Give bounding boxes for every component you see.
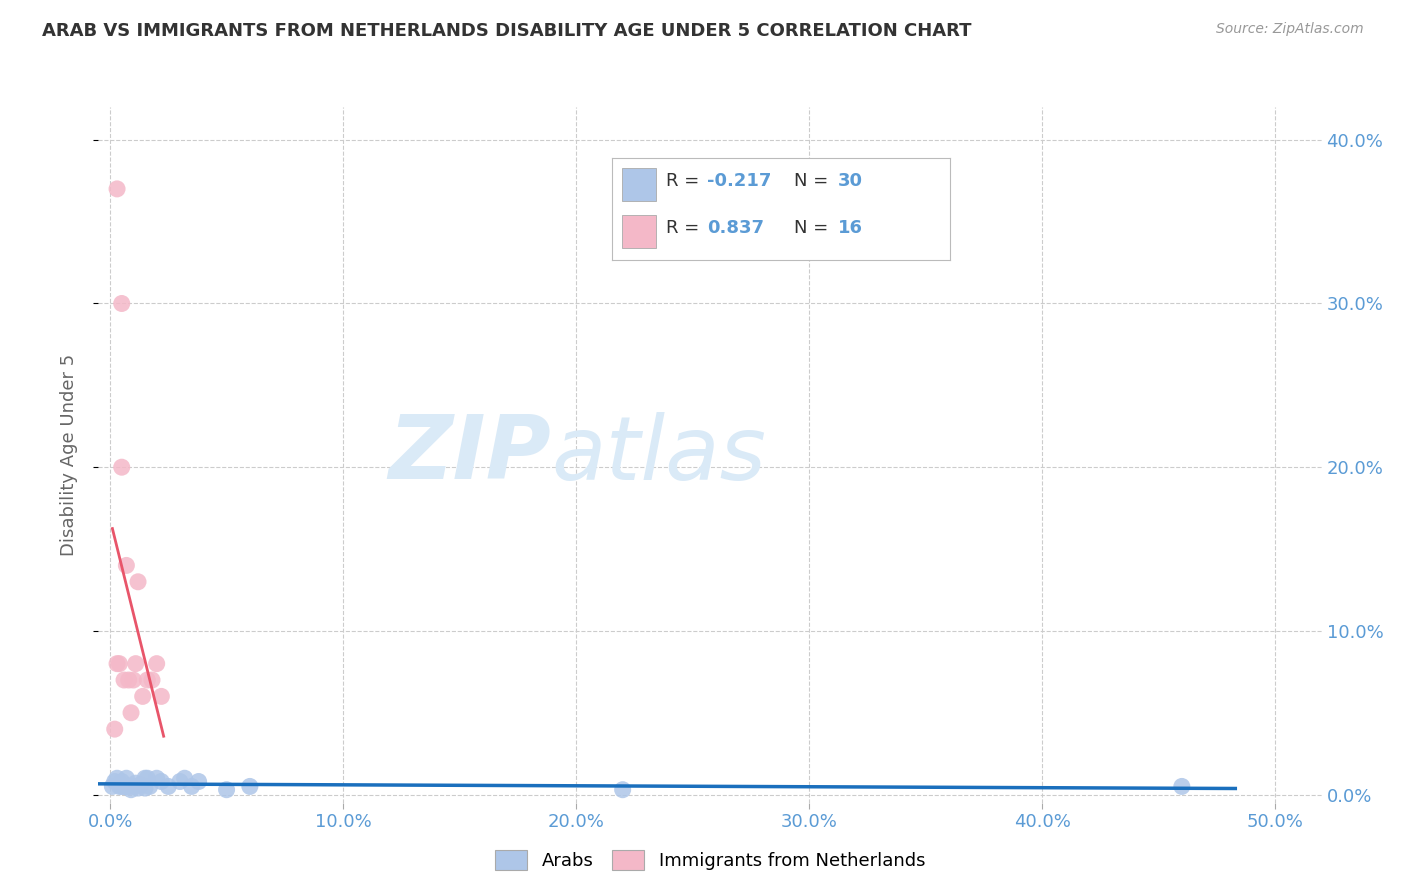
Text: atlas: atlas <box>551 412 766 498</box>
Point <box>125 776 148 790</box>
Point <box>122 780 145 794</box>
Point <box>118 673 141 687</box>
Point <box>105 657 128 671</box>
Point <box>111 774 134 789</box>
Text: ZIP: ZIP <box>388 411 551 499</box>
Bar <box>623 168 657 201</box>
Bar <box>623 215 657 248</box>
Text: 0.837: 0.837 <box>707 219 763 237</box>
Text: ARAB VS IMMIGRANTS FROM NETHERLANDS DISABILITY AGE UNDER 5 CORRELATION CHART: ARAB VS IMMIGRANTS FROM NETHERLANDS DISA… <box>42 22 972 40</box>
Point <box>112 673 135 687</box>
Point <box>115 771 138 785</box>
Point <box>115 780 138 794</box>
Point <box>122 673 145 687</box>
Text: N =: N = <box>794 172 834 190</box>
Point <box>134 780 156 795</box>
Point <box>111 780 134 794</box>
Point <box>169 774 191 789</box>
Point <box>136 771 159 785</box>
Text: R =: R = <box>666 219 706 237</box>
Point <box>111 296 134 310</box>
Point <box>125 657 148 671</box>
Point <box>127 780 149 795</box>
Text: 16: 16 <box>838 219 863 237</box>
Text: 30: 30 <box>838 172 863 190</box>
Point <box>127 574 149 589</box>
Text: N =: N = <box>794 219 834 237</box>
Point <box>118 780 141 794</box>
Point <box>157 780 180 794</box>
Point <box>187 774 209 789</box>
Point <box>150 774 173 789</box>
Y-axis label: Disability Age Under 5: Disability Age Under 5 <box>59 354 77 556</box>
Point <box>1171 780 1194 794</box>
Point <box>173 771 195 785</box>
Point <box>141 673 163 687</box>
Point <box>101 780 124 794</box>
Point <box>145 657 167 671</box>
Text: R =: R = <box>666 172 706 190</box>
Point <box>215 782 238 797</box>
Point <box>150 690 173 704</box>
Point <box>612 782 634 797</box>
Text: -0.217: -0.217 <box>707 172 770 190</box>
Point <box>108 780 131 794</box>
Point <box>120 782 142 797</box>
Point <box>104 722 127 736</box>
Point <box>138 780 160 794</box>
Point <box>120 706 142 720</box>
Text: Source: ZipAtlas.com: Source: ZipAtlas.com <box>1216 22 1364 37</box>
Point <box>134 771 156 785</box>
Point <box>115 558 138 573</box>
Point <box>180 780 202 794</box>
Legend: Arabs, Immigrants from Netherlands: Arabs, Immigrants from Netherlands <box>488 843 932 877</box>
Point <box>108 657 131 671</box>
Point <box>239 780 262 794</box>
Point <box>111 460 134 475</box>
Point <box>112 780 135 794</box>
Point <box>145 771 167 785</box>
Point <box>104 774 127 789</box>
Point <box>105 182 128 196</box>
Point <box>105 771 128 785</box>
Point <box>131 690 153 704</box>
Point <box>129 778 152 792</box>
Point <box>136 673 159 687</box>
